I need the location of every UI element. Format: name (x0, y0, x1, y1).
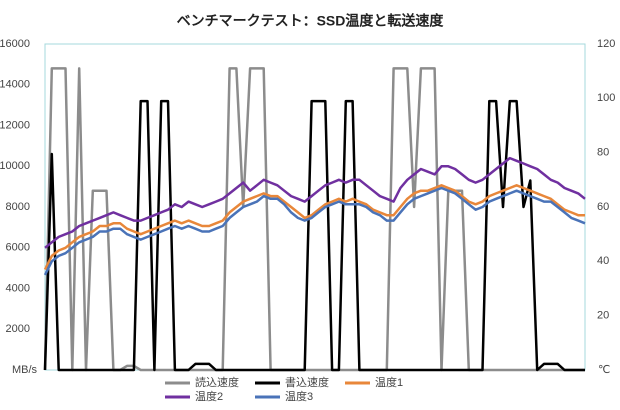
legend-label: 温度3 (285, 389, 313, 403)
series-line (44, 156, 586, 249)
legend-label: 温度1 (375, 375, 403, 389)
y-tick-label: 8000 (6, 201, 30, 213)
legend-label: 読込速度 (195, 375, 239, 389)
y2-tick-label: 20 (597, 310, 609, 322)
y2-tick-label: 80 (597, 147, 609, 159)
y-tick-label: 2000 (6, 323, 30, 335)
series-line (43, 186, 586, 276)
y2-tick-label: 60 (597, 201, 609, 213)
y-tick-label: 14000 (0, 79, 30, 91)
legend-label: 書込速度 (285, 375, 329, 389)
y2-tick-label: 100 (597, 92, 615, 104)
y-tick-label: 16000 (0, 38, 30, 50)
series-line (43, 184, 585, 271)
y2-tick-label: 40 (597, 255, 609, 267)
y2-axis-label: ℃ (598, 364, 610, 376)
y2-tick-label: 120 (597, 38, 615, 50)
series-line (43, 67, 585, 372)
y-tick-label: 6000 (6, 242, 30, 254)
y-tick-label: 12000 (0, 119, 30, 131)
chart-title: ベンチマークテスト：SSD温度と転送速度 (177, 13, 445, 29)
y-tick-label: 10000 (0, 160, 30, 172)
series-line (43, 99, 585, 372)
y-axis-label: MB/s (12, 364, 38, 376)
y-tick-label: 4000 (6, 282, 30, 294)
legend-label: 温度2 (195, 389, 223, 403)
